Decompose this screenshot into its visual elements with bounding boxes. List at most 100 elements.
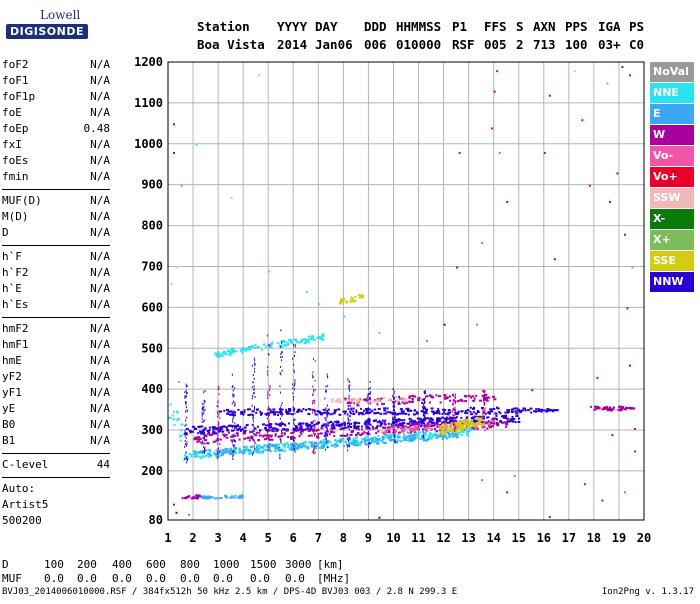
echo-point: [185, 406, 187, 409]
echo-point: [396, 439, 399, 442]
echo-point: [431, 418, 434, 421]
echo-point: [368, 419, 370, 422]
echo-point: [469, 420, 472, 423]
echo-point: [515, 412, 519, 415]
echo-point: [394, 429, 397, 432]
echo-point: [197, 440, 200, 443]
echo-point: [410, 431, 413, 434]
echo-point: [298, 443, 301, 446]
echo-point: [436, 409, 440, 412]
echo-point: [427, 426, 430, 429]
echo-point: [410, 434, 414, 437]
echo-point: [348, 442, 351, 445]
echo-point: [448, 428, 452, 431]
echo-point: [212, 426, 215, 429]
echo-point: [248, 452, 252, 455]
echo-point: [423, 390, 425, 393]
echo-point: [293, 344, 295, 347]
echo-point: [388, 398, 392, 401]
echo-point: [230, 451, 234, 454]
echo-point: [408, 438, 411, 441]
echo-point: [411, 397, 414, 400]
echo-point: [316, 428, 320, 431]
echo-point: [254, 408, 256, 411]
echo-point: [423, 405, 425, 408]
echo-point: [472, 420, 476, 423]
y-tick-label: 800: [141, 219, 163, 233]
distance-value: 1000: [213, 558, 240, 571]
echo-point: [282, 432, 284, 435]
echo-point: [217, 434, 219, 437]
echo-point: [411, 423, 415, 426]
echo-point: [376, 421, 379, 424]
echo-point: [347, 440, 349, 443]
echo-point: [227, 431, 230, 434]
echo-point: [353, 398, 357, 401]
echo-point: [278, 449, 281, 452]
echo-point: [397, 418, 400, 421]
echo-point: [393, 402, 395, 405]
echo-point: [262, 449, 266, 452]
echo-point: [484, 398, 488, 401]
echo-point: [478, 399, 482, 402]
echo-point: [230, 439, 233, 442]
echo-point: [287, 422, 290, 425]
echo-point: [451, 427, 455, 430]
echo-point: [387, 431, 390, 434]
echo-point: [271, 341, 274, 344]
echo-point: [421, 435, 425, 438]
param-row: fxI N/A: [2, 138, 110, 154]
echo-point: [330, 430, 334, 433]
echo-point: [459, 431, 463, 434]
echo-point: [343, 421, 346, 424]
echo-point: [464, 411, 467, 414]
echo-point: [359, 441, 363, 444]
echo-point: [368, 432, 370, 435]
x-tick-label: 4: [240, 531, 247, 545]
echo-point: [281, 428, 284, 431]
echo-point: [378, 420, 381, 423]
echo-point: [409, 429, 413, 432]
echo-point: [449, 435, 452, 438]
echo-point: [325, 385, 327, 388]
echo-point: [169, 403, 172, 406]
echo-point: [240, 428, 243, 431]
echo-point: [240, 412, 244, 415]
echo-point: [198, 438, 202, 441]
header-value-year: 2014: [277, 37, 308, 52]
echo-point: [267, 406, 269, 409]
echo-point: [608, 406, 611, 409]
echo-point: [311, 334, 314, 337]
echo-point: [303, 441, 307, 444]
muf-value: 0.0: [77, 572, 97, 585]
echo-point: [220, 354, 224, 357]
echo-point: [238, 447, 241, 450]
echo-point: [185, 395, 187, 398]
echo-point: [326, 373, 328, 376]
echo-point: [469, 406, 472, 409]
echo-point: [415, 421, 418, 424]
echo-point: [281, 341, 283, 344]
echo-point: [380, 422, 384, 425]
echo-point: [540, 408, 544, 411]
echo-point: [186, 384, 188, 387]
echo-point: [387, 426, 391, 429]
echo-point: [394, 416, 396, 419]
echo-point: [338, 439, 342, 442]
echo-point: [469, 410, 472, 413]
echo-point: [353, 444, 357, 447]
echo-point: [304, 339, 307, 342]
echo-point: [265, 424, 269, 427]
param-row: foEs N/A: [2, 154, 110, 170]
echo-point: [293, 338, 297, 341]
echo-point: [241, 495, 244, 498]
echo-point: [229, 448, 232, 451]
echo-point: [510, 408, 513, 411]
echo-point: [433, 411, 437, 414]
echo-point: [422, 410, 426, 413]
echo-point: [465, 412, 469, 415]
echo-point: [307, 424, 310, 427]
echo-point: [269, 394, 271, 397]
echo-point: [422, 414, 424, 417]
echo-point: [224, 494, 228, 497]
